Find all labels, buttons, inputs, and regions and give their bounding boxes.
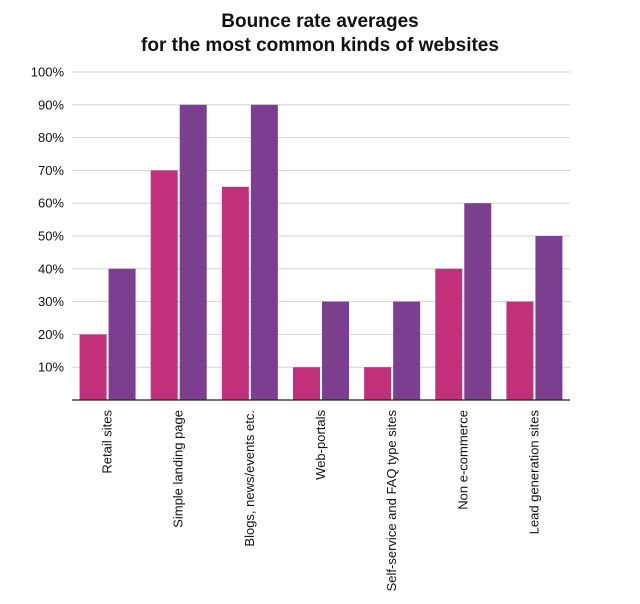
x-category-label: Lead generation sites bbox=[526, 410, 541, 535]
y-tick-label: 60% bbox=[38, 196, 64, 211]
y-tick-label: 70% bbox=[38, 163, 64, 178]
y-tick-label: 100% bbox=[31, 65, 65, 80]
y-axis-tick-labels: 10% 20% 30% 40% 50% 60% 70% 80% 90% 100% bbox=[31, 65, 65, 375]
x-category-label: Retail sites bbox=[100, 410, 115, 474]
x-category-label: Self-service and FAQ type sites bbox=[384, 410, 399, 592]
x-category-label: Non e-commerce bbox=[455, 410, 470, 510]
bar-2-3 bbox=[322, 301, 349, 400]
y-tick-label: 10% bbox=[38, 360, 64, 375]
bar-1-6 bbox=[506, 301, 534, 400]
bar-2-1 bbox=[179, 104, 207, 401]
gridlines bbox=[72, 71, 570, 368]
bar-2-4 bbox=[393, 301, 421, 400]
bar-1-5 bbox=[435, 268, 463, 400]
bar-1-0 bbox=[79, 334, 107, 400]
chart-title: Bounce rate averages for the most common… bbox=[0, 10, 640, 58]
y-tick-label: 40% bbox=[38, 261, 64, 276]
bars bbox=[79, 104, 563, 401]
bar-1-3 bbox=[293, 367, 320, 400]
y-tick-label: 80% bbox=[38, 130, 64, 145]
x-category-label: Web-portals bbox=[313, 410, 328, 480]
x-category-label: Simple landing page bbox=[171, 410, 186, 528]
x-category-label: Blogs, news/events etc. bbox=[242, 410, 257, 547]
chart-title-line-1: Bounce rate averages bbox=[221, 11, 419, 32]
y-tick-label: 90% bbox=[38, 97, 64, 112]
y-tick-label: 30% bbox=[38, 294, 64, 309]
bar-1-4 bbox=[364, 367, 392, 400]
chart-title-line-2: for the most common kinds of websites bbox=[141, 35, 499, 56]
x-axis-category-labels: Retail sites Simple landing page Blogs, ne… bbox=[100, 410, 542, 592]
y-tick-label: 20% bbox=[38, 327, 64, 342]
y-tick-label: 50% bbox=[38, 229, 64, 244]
bar-2-6 bbox=[535, 236, 563, 400]
bar-1-2 bbox=[221, 186, 249, 400]
bar-2-5 bbox=[464, 203, 492, 400]
bar-1-1 bbox=[150, 170, 178, 400]
bar-2-0 bbox=[108, 268, 136, 400]
bar-2-2 bbox=[250, 104, 278, 401]
